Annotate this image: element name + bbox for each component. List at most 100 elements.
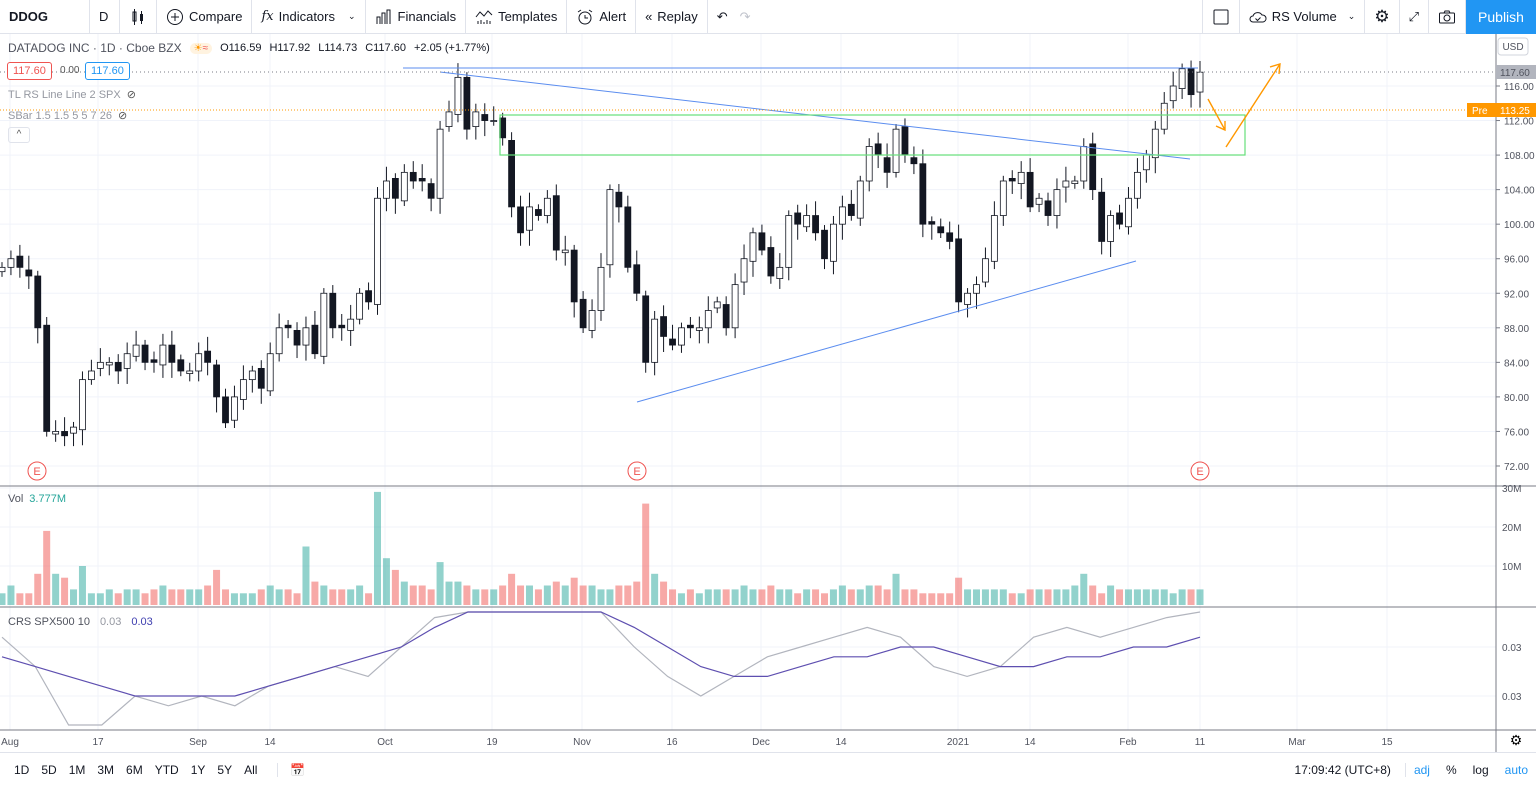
fullscreen-button[interactable]: ⤢ xyxy=(1400,0,1429,34)
publish-button[interactable]: Publish xyxy=(1466,0,1536,34)
candle xyxy=(704,296,712,344)
indicators-button[interactable]: fx Indicators ⌄ xyxy=(252,0,366,34)
range-button-all[interactable]: All xyxy=(244,763,258,777)
snapshot-button[interactable] xyxy=(1429,0,1466,34)
candle xyxy=(731,273,739,339)
price-axis[interactable]: 116.00 112.00 108.00 104.00 100.00 96.00 92.00… xyxy=(1496,82,1535,703)
green-range-box[interactable] xyxy=(499,114,1246,156)
range-button-5d[interactable]: 5D xyxy=(41,763,57,777)
currency-badge[interactable] xyxy=(1497,37,1529,56)
open-value: O116.59 xyxy=(220,42,262,54)
drawings[interactable] xyxy=(403,63,1281,403)
range-button-5y[interactable]: 5Y xyxy=(217,763,233,777)
financials-button[interactable]: Financials xyxy=(366,0,467,34)
earnings-marker[interactable]: E xyxy=(1190,461,1210,481)
candle xyxy=(231,385,238,428)
volume-bar xyxy=(1008,593,1016,605)
interval-button[interactable]: D xyxy=(90,0,120,34)
volume-bar xyxy=(25,593,33,605)
eye-hidden-icon[interactable]: ⊘ xyxy=(126,89,136,101)
range-button-3m[interactable]: 3M xyxy=(97,763,115,777)
eye-hidden-icon[interactable]: ⊘ xyxy=(117,110,128,122)
compare-button[interactable]: Compare xyxy=(157,0,253,34)
candle xyxy=(123,342,131,384)
indicator-tl-rs-line[interactable]: TL RS Line Line 2 SPX ⊘ xyxy=(8,88,136,102)
volume-bar xyxy=(874,585,882,605)
volume-bar xyxy=(856,589,864,605)
indicator-sbar[interactable]: SBar 1.5 1.5 5 5 7 26 ⊘ xyxy=(8,109,128,123)
orange-down-arrow[interactable] xyxy=(1207,98,1226,132)
auto-toggle[interactable]: auto xyxy=(1504,763,1528,777)
candle xyxy=(1169,71,1177,109)
redo-icon[interactable]: ↷ xyxy=(739,8,751,24)
replay-button[interactable]: « Replay xyxy=(636,0,708,34)
volume-bar xyxy=(418,585,426,605)
axis-settings-gear-icon[interactable]: ⚙ xyxy=(1510,732,1523,748)
candle xyxy=(409,161,417,189)
volume-bar xyxy=(525,585,533,605)
candle xyxy=(257,360,265,404)
price-tick-label: 92.00 xyxy=(1504,289,1529,300)
range-button-1d[interactable]: 1D xyxy=(14,763,30,777)
buy-price-button[interactable]: 117.60 xyxy=(85,62,130,80)
candle xyxy=(338,313,346,341)
volume-bar xyxy=(829,589,837,605)
range-button-ytd[interactable]: YTD xyxy=(154,763,179,777)
candle xyxy=(874,132,882,169)
range-button-1y[interactable]: 1Y xyxy=(190,763,206,777)
chart-canvas[interactable]: E E E 116.00 112.00 108.00 104.00 100.00 96.00 9… xyxy=(0,34,1536,752)
range-button-6m[interactable]: 6M xyxy=(126,763,143,777)
templates-button[interactable]: Templates xyxy=(466,0,568,34)
candle xyxy=(1089,132,1097,200)
chart-type-button[interactable] xyxy=(120,0,157,34)
price-tick-label: 108.00 xyxy=(1504,151,1535,162)
bottom-toolbar: 1D 5D 1M 3M 6M YTD 1Y 5Y All 📅 17:09:42 (UTC+8) … xyxy=(0,752,1536,787)
candle xyxy=(517,195,524,246)
volume-bar xyxy=(61,577,69,605)
settings-button[interactable]: ⚙ xyxy=(1365,0,1400,34)
volume-bar xyxy=(999,589,1007,605)
candle xyxy=(275,313,283,362)
orange-up-arrow[interactable] xyxy=(1225,63,1281,148)
volume-bar xyxy=(552,581,560,605)
alert-button[interactable]: Alert xyxy=(567,0,637,34)
price-tick-label: 76.00 xyxy=(1504,427,1529,438)
range-button-1m[interactable]: 1M xyxy=(68,763,86,777)
candle xyxy=(195,342,203,382)
volume-bar xyxy=(651,573,659,605)
crs-ma-value: 0.03 xyxy=(131,616,153,628)
symbol-search[interactable]: DDOG xyxy=(0,0,90,34)
candle xyxy=(347,304,355,346)
candle xyxy=(159,333,167,378)
candle xyxy=(141,339,149,371)
clock-time[interactable]: 17:09:42 (UTC+8) xyxy=(1295,763,1406,777)
percent-toggle[interactable]: % xyxy=(1445,763,1457,777)
calendar-goto-icon[interactable]: 📅 xyxy=(277,763,305,777)
volume-bar xyxy=(794,593,802,605)
candle xyxy=(186,362,194,382)
sell-price-button[interactable]: 117.60 xyxy=(7,62,52,80)
undo-icon[interactable]: ↶ xyxy=(716,8,728,24)
layout-save-button[interactable]: RS Volume ⌄ xyxy=(1240,0,1366,34)
volume-bar xyxy=(311,581,319,605)
earnings-marker[interactable]: E xyxy=(627,461,647,481)
volume-bar xyxy=(508,573,516,605)
volume-bar xyxy=(347,589,355,605)
select-layout-button[interactable] xyxy=(1201,0,1240,34)
candle xyxy=(508,132,515,218)
time-axis[interactable]: Aug 17 Sep 14 Oct 19 Nov 16 Dec 14 2021 14 Feb 11 Mar 1… xyxy=(1,737,1393,748)
adj-toggle[interactable]: adj xyxy=(1413,763,1430,777)
candle xyxy=(114,354,122,384)
candle xyxy=(946,221,954,250)
square-icon xyxy=(1213,9,1229,24)
log-toggle[interactable]: log xyxy=(1472,763,1489,777)
collapse-legend-button[interactable]: ^ xyxy=(8,127,30,143)
candle xyxy=(990,201,998,270)
crs-ma-line xyxy=(1,611,1201,697)
earnings-marker[interactable]: E xyxy=(27,461,47,481)
volume-bar xyxy=(588,585,596,605)
candle xyxy=(1035,193,1043,213)
candle xyxy=(79,371,86,446)
ascending-trendline[interactable] xyxy=(636,260,1137,403)
